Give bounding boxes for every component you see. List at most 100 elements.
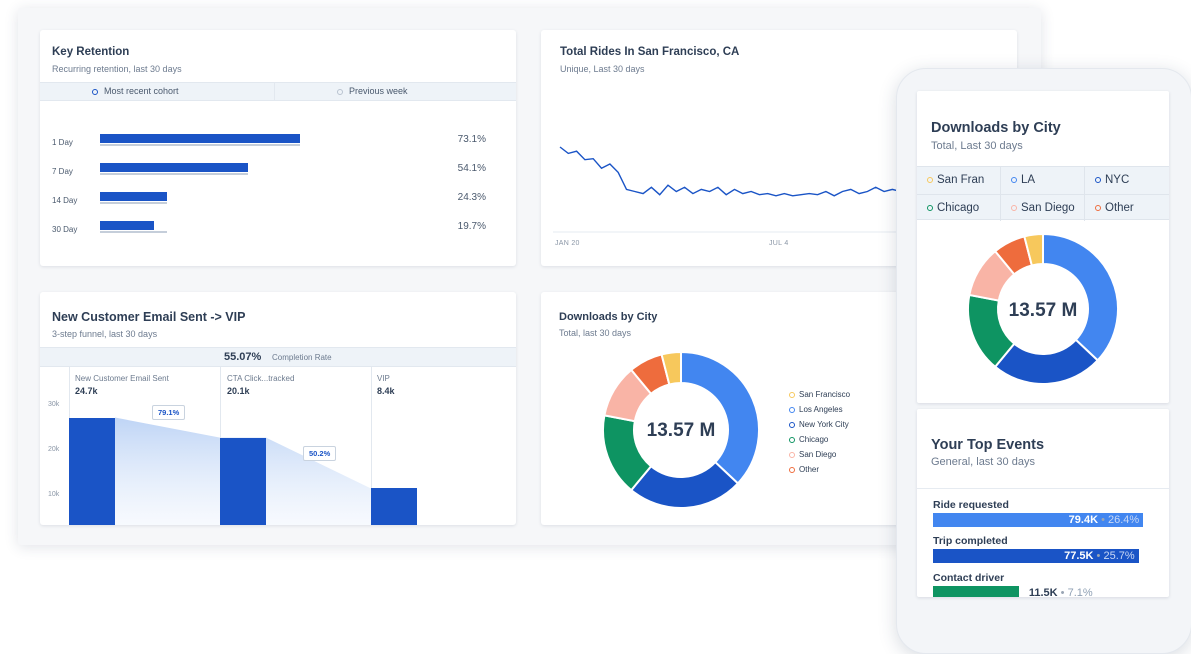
row-percent: 54.1% <box>457 163 486 174</box>
funnel-bar[interactable] <box>69 417 115 525</box>
row-percent: 73.1% <box>457 134 486 145</box>
y-tick-label: 30k <box>48 401 60 408</box>
event-bar[interactable] <box>933 586 1019 597</box>
event-value: 79.4K • 26.4% <box>1068 514 1140 526</box>
legend-item[interactable]: Other <box>789 462 850 477</box>
retention-row[interactable]: 30 Day 19.7% <box>40 221 516 241</box>
donut-slice[interactable] <box>1023 232 1044 267</box>
legend-item[interactable]: San Diego <box>1001 194 1085 221</box>
legend-item[interactable]: Chicago <box>789 432 850 447</box>
legend-label: San Fran <box>937 174 985 186</box>
legend-recent[interactable]: Most recent cohort <box>40 83 278 100</box>
donut-slice[interactable] <box>1042 232 1119 362</box>
retention-row[interactable]: 1 Day 73.1% <box>40 134 516 154</box>
funnel-bar[interactable] <box>371 488 417 525</box>
legend-item[interactable]: San Francisco <box>789 387 850 402</box>
donut-slice[interactable] <box>660 350 682 386</box>
legend-label: NYC <box>1105 174 1130 186</box>
donut-legend: San Francisco Los Angeles New York City … <box>789 387 850 477</box>
y-tick-label: 20k <box>48 446 60 453</box>
retention-row[interactable]: 7 Day 54.1% <box>40 163 516 183</box>
circle-icon <box>927 204 933 211</box>
card-subtitle: 3-step funnel, last 30 days <box>52 329 158 339</box>
y-tick-label: 10k <box>48 491 60 498</box>
legend-label: Other <box>1105 202 1134 214</box>
legend-label: Other <box>799 465 820 474</box>
legend-label: Previous week <box>349 86 408 96</box>
step-value: 20.1k <box>227 386 250 396</box>
completion-rate: 55.07% <box>224 351 262 363</box>
donut-chart <box>602 350 760 509</box>
x-tick-label: JAN 20 <box>555 240 580 247</box>
row-percent: 24.3% <box>457 192 486 203</box>
legend-item[interactable]: LA <box>1001 167 1085 194</box>
circle-icon <box>927 176 933 183</box>
retention-row[interactable]: 14 Day 24.3% <box>40 192 516 212</box>
phone-mockup: Downloads by City Total, Last 30 days Sa… <box>896 68 1191 654</box>
funnel-bar[interactable] <box>220 437 266 525</box>
card-subtitle: Recurring retention, last 30 days <box>52 64 182 74</box>
circle-icon <box>789 391 795 398</box>
circle-icon <box>789 466 795 473</box>
top-events-card[interactable]: Your Top Events General, last 30 days Ri… <box>917 409 1169 597</box>
legend-label: Chicago <box>799 435 829 444</box>
row-label: 30 Day <box>52 225 78 234</box>
completion-rate-label: Completion Rate <box>272 353 332 362</box>
event-bar[interactable] <box>933 513 1144 527</box>
legend-label: San Diego <box>799 450 837 459</box>
legend-label: Los Angeles <box>799 405 843 414</box>
legend-item[interactable]: San Diego <box>789 447 850 462</box>
row-percent: 19.7% <box>457 221 486 232</box>
row-label: 7 Day <box>52 167 73 176</box>
legend-previous[interactable]: Previous week <box>274 83 512 100</box>
divider <box>917 488 1169 489</box>
completion-rate-bar: 55.07% Completion Rate <box>40 347 516 367</box>
event-value: 11.5K • 7.1% <box>1028 587 1093 597</box>
legend-item[interactable]: Other <box>1085 194 1169 221</box>
card-subtitle: Total, last 30 days <box>559 328 632 338</box>
card-title: Downloads by City <box>559 311 658 323</box>
previous-bar <box>100 202 167 204</box>
retention-legend: Most recent cohort Previous week <box>40 82 516 101</box>
city-legend-grid: San Fran LA NYC Chicago San Diego Other <box>917 166 1169 221</box>
legend-item[interactable]: NYC <box>1085 167 1169 194</box>
legend-item[interactable]: Los Angeles <box>789 402 850 417</box>
card-title: Total Rides In San Francisco, CA <box>560 46 740 58</box>
legend-label: Chicago <box>937 202 980 214</box>
funnel-card[interactable]: New Customer Email Sent -> VIP 3-step fu… <box>40 292 516 525</box>
row-label: 14 Day <box>52 196 78 205</box>
step-name: New Customer Email Sent <box>75 374 169 383</box>
circle-icon <box>789 421 795 428</box>
step-name: CTA Click...tracked <box>227 374 295 383</box>
retention-bar <box>100 221 154 230</box>
event-value: 77.5K • 25.7% <box>1064 550 1135 562</box>
x-tick-label: JUL 4 <box>769 240 789 247</box>
legend-item[interactable]: Chicago <box>917 194 1001 221</box>
card-subtitle: General, last 30 days <box>931 456 1035 468</box>
step-value: 8.4k <box>377 386 395 396</box>
legend-label: San Diego <box>1021 202 1075 214</box>
legend-item[interactable]: San Fran <box>917 167 1001 194</box>
event-bar[interactable] <box>933 549 1139 563</box>
donut-slice[interactable] <box>680 350 760 485</box>
circle-icon <box>1095 176 1101 183</box>
circle-icon <box>789 406 795 413</box>
legend-dot-icon <box>337 88 343 95</box>
retention-bar <box>100 134 301 143</box>
key-retention-card[interactable]: Key Retention Recurring retention, last … <box>40 30 516 266</box>
legend-label: San Francisco <box>799 390 851 399</box>
retention-bar <box>100 163 249 172</box>
card-title: New Customer Email Sent -> VIP <box>52 310 246 324</box>
circle-icon <box>789 436 795 443</box>
circle-icon <box>1095 204 1101 211</box>
event-label: Ride requested <box>933 499 1009 511</box>
conversion-badge: 79.1% <box>152 405 186 420</box>
event-label: Trip completed <box>933 535 1008 547</box>
legend-item[interactable]: New York City <box>789 417 850 432</box>
phone-downloads-card[interactable]: Downloads by City Total, Last 30 days Sa… <box>917 91 1169 403</box>
funnel-step[interactable]: VIP 8.4k <box>371 367 516 525</box>
legend-label: Most recent cohort <box>104 86 179 96</box>
previous-bar <box>100 144 301 146</box>
circle-icon <box>789 451 795 458</box>
card-subtitle: Unique, Last 30 days <box>560 64 645 74</box>
